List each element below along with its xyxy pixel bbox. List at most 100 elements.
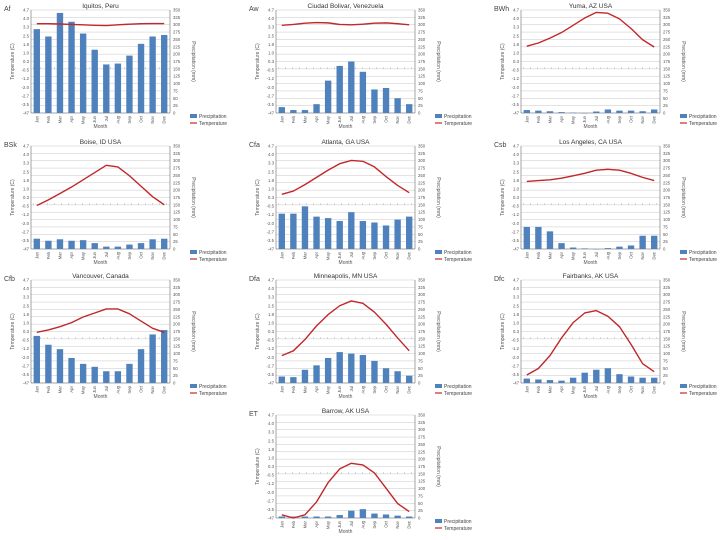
climate-chart-cfa: Cfa Atlanta, GA USA -47 -3.5 -2.7 -2.0 -1.2 -0.… [247,139,475,267]
x-tick-label: Aug [605,251,610,259]
y-tick-label: 4.0 [23,152,30,157]
x-tick-label: Oct [139,385,144,392]
legend-precip-swatch [680,384,687,388]
x-tick-label: Oct [139,115,144,122]
x-tick-label: Feb [291,115,296,123]
chart-title: Minneapolis, MN USA [314,273,378,280]
x-tick-label: Mar [547,115,552,123]
x-tick-label: Apr [559,251,564,258]
y-tick-label: -0.5 [512,204,520,209]
y-tick-label: -2.7 [22,93,30,98]
y2-tick-label: 300 [418,427,426,432]
y-tick-label: -3.5 [267,507,275,512]
y2-tick-label: 175 [663,195,671,200]
precip-bar-oct [137,349,145,383]
y2-tick-label: 350 [418,278,426,283]
precip-bar-jan [523,378,530,383]
y-axis-label: Temperature (C) [10,179,16,216]
precip-bar-nov [394,371,401,383]
y2-tick-label: 25 [173,373,178,378]
precip-bar-aug [604,109,612,113]
legend-precip-swatch [435,250,442,254]
y-tick-label: -2.0 [22,221,30,226]
y2-tick-label: 250 [418,37,426,42]
y-tick-label: 1.0 [268,320,275,325]
precip-bar-sep [371,513,378,518]
legend-precip-label: Precipitation [444,519,472,525]
chart-title: Barrow, AK USA [322,408,370,415]
temperature-line [526,309,655,376]
precip-bar-sep [616,246,623,249]
y-tick-label: 1.0 [268,455,275,460]
precip-bar-may [324,218,332,249]
y2-tick-label: 250 [173,37,181,42]
y2-tick-label: 150 [663,202,671,207]
x-tick-label: Mar [302,115,307,123]
precip-bar-jun [91,366,98,383]
y2-tick-label: 0 [418,516,421,521]
y2-tick-label: 200 [173,322,181,327]
x-tick-label: Mar [302,251,307,259]
y-tick-label: 4.0 [513,16,520,21]
y-axis-label: Temperature (C) [500,43,506,80]
x-tick-label: Jan [279,115,284,123]
precip-bar-aug [359,221,367,249]
y-tick-label: -2.7 [22,363,30,368]
y2-tick-label: 200 [418,457,426,462]
y-tick-label: -2.7 [22,229,30,234]
temperature-line [36,164,165,207]
x-tick-label: May [571,385,576,394]
x-tick-label: Dec [162,385,167,393]
y-tick-label: -0.5 [267,68,275,73]
x-tick-label: Jul [594,116,599,122]
x-tick-label: Jan [34,251,39,259]
x-tick-label: Aug [360,385,365,393]
legend-precip-label: Precipitation [444,250,472,256]
precip-bar-jul [348,353,355,383]
y2-tick-label: 125 [418,74,426,79]
y-tick-label: 4.7 [513,278,520,283]
y-tick-label: 1.8 [513,178,520,183]
y-tick-label: -47 [513,381,520,386]
y-tick-label: -2.0 [267,490,275,495]
precip-bar-may [79,363,87,383]
precip-bar-sep [126,363,133,383]
y2-tick-label: 0 [663,381,666,386]
x-tick-label: Feb [46,385,51,393]
y-tick-label: -1.2 [22,346,30,351]
x-tick-label: May [81,385,86,394]
climate-chart-csb: Csb Los Angeles, CA USA -47 -3.5 -2.7 -2.0 -1.… [492,139,720,267]
x-tick-label: Jun [337,385,342,393]
x-tick-label: Jun [337,520,342,528]
y-tick-label: -1.2 [512,212,520,217]
y-tick-label: -0.5 [512,338,520,343]
precip-bar-jul [348,61,355,113]
x-axis-label: Month [584,124,598,130]
y2-tick-label: 75 [418,358,423,363]
y2-tick-label: 200 [418,188,426,193]
y-tick-label: -2.7 [512,93,520,98]
precip-bar-nov [394,98,401,113]
y-tick-label: 1.8 [23,312,30,317]
y-tick-label: -2.0 [512,85,520,90]
y2-tick-label: 350 [418,8,426,13]
y-tick-label: -2.0 [22,85,30,90]
x-tick-label: Apr [559,385,564,392]
y2-tick-label: 150 [663,336,671,341]
y-tick-label: 1.0 [513,320,520,325]
x-tick-label: Dec [407,115,412,123]
chart-svg: Aw Ciudad Bolivar, Venezuela -47 -3.5 -2.7 -2… [249,3,472,130]
y-tick-label: 2.5 [268,438,275,443]
y-tick-label: 3.3 [268,161,275,166]
precip-bar-aug [114,371,122,383]
y2-tick-label: 150 [418,66,426,71]
x-tick-label: Aug [360,115,365,123]
precip-bar-aug [114,63,122,113]
x-tick-label: Nov [640,251,645,259]
y-tick-label: 2.5 [513,169,520,174]
precip-bar-feb [45,36,52,113]
legend-temp-label: Temperature [199,121,227,127]
x-tick-label: Nov [640,115,645,123]
x-tick-label: Jul [349,252,354,258]
precip-bar-jan [33,335,40,383]
